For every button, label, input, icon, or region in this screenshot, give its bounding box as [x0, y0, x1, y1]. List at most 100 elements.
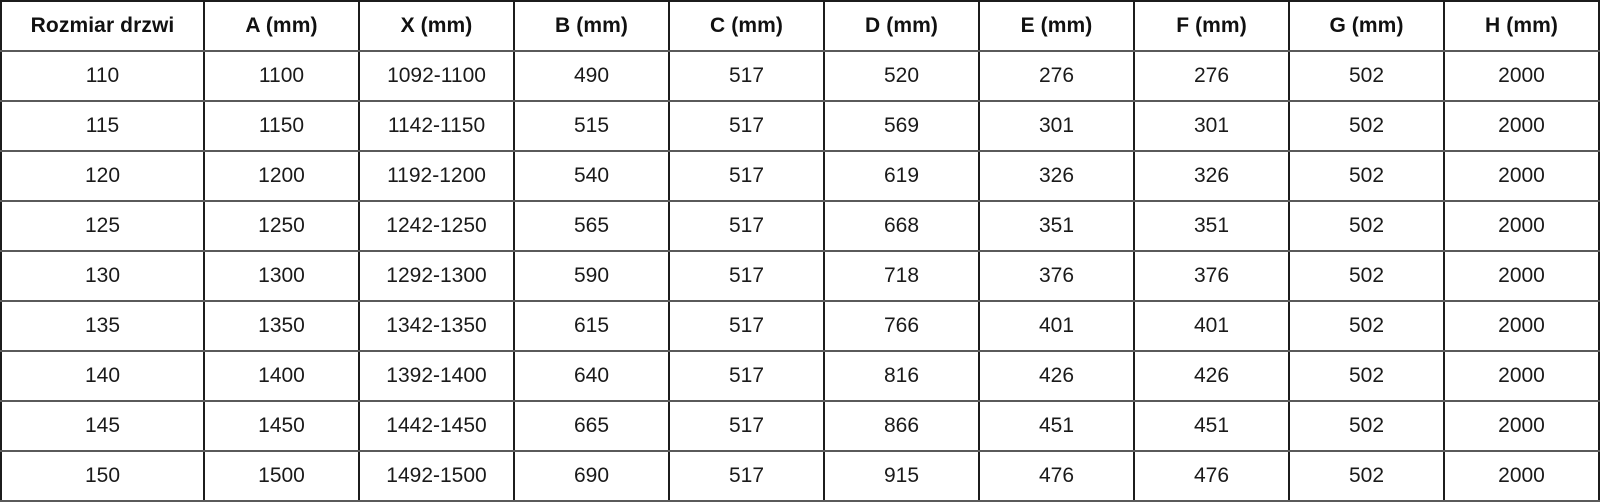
table-cell: 517 — [668, 200, 825, 252]
table-cell: 426 — [978, 350, 1135, 402]
table-cell: 1092-1100 — [358, 50, 515, 102]
table-cell: 517 — [668, 300, 825, 352]
table-cell: 619 — [823, 150, 980, 202]
table-cell: 376 — [1133, 250, 1290, 302]
table-cell: 476 — [978, 450, 1135, 502]
table-cell: 517 — [668, 400, 825, 452]
table-cell: 665 — [513, 400, 670, 452]
table-row: 135 1350 1342-1350 615 517 766 401 401 502 2000 — [0, 300, 1600, 352]
table-column-header: Rozmiar drzwi — [0, 0, 205, 52]
table-header: Rozmiar drzwi A (mm) X (mm) B (mm) C (mm) D (… — [0, 0, 1600, 52]
table-cell: 351 — [978, 200, 1135, 252]
table-cell: 1492-1500 — [358, 450, 515, 502]
table-column-header: H (mm) — [1443, 0, 1600, 52]
table-row: 130 1300 1292-1300 590 517 718 376 376 502 2000 — [0, 250, 1600, 302]
table-cell: 766 — [823, 300, 980, 352]
table-cell: 502 — [1288, 250, 1445, 302]
table-cell: 1292-1300 — [358, 250, 515, 302]
table-column-header: D (mm) — [823, 0, 980, 52]
table-cell: 590 — [513, 250, 670, 302]
table-cell: 301 — [978, 100, 1135, 152]
table-cell: 502 — [1288, 50, 1445, 102]
table-cell: 1300 — [203, 250, 360, 302]
table-cell: 502 — [1288, 200, 1445, 252]
table-row: 115 1150 1142-1150 515 517 569 301 301 502 2000 — [0, 100, 1600, 152]
table-cell: 517 — [668, 450, 825, 502]
table-cell: 615 — [513, 300, 670, 352]
table-column-header: X (mm) — [358, 0, 515, 52]
table-cell-door-size: 120 — [0, 150, 205, 202]
table-body: 110 1100 1092-1100 490 517 520 276 276 502 2000 11… — [0, 50, 1600, 502]
table-cell: 426 — [1133, 350, 1290, 402]
table-cell: 1150 — [203, 100, 360, 152]
table-row: 125 1250 1242-1250 565 517 668 351 351 502 2000 — [0, 200, 1600, 252]
table-cell: 2000 — [1443, 400, 1600, 452]
table-cell: 502 — [1288, 150, 1445, 202]
table-row: 140 1400 1392-1400 640 517 816 426 426 502 2000 — [0, 350, 1600, 402]
table-cell: 276 — [1133, 50, 1290, 102]
table-column-header: A (mm) — [203, 0, 360, 52]
table-column-header: G (mm) — [1288, 0, 1445, 52]
table-cell: 1450 — [203, 400, 360, 452]
table-cell: 326 — [1133, 150, 1290, 202]
table-row: 150 1500 1492-1500 690 517 915 476 476 502 2000 — [0, 450, 1600, 502]
table-cell: 1500 — [203, 450, 360, 502]
table-cell: 1200 — [203, 150, 360, 202]
table-cell: 668 — [823, 200, 980, 252]
table-cell: 866 — [823, 400, 980, 452]
table-column-header: F (mm) — [1133, 0, 1290, 52]
table-cell: 690 — [513, 450, 670, 502]
table-header-row: Rozmiar drzwi A (mm) X (mm) B (mm) C (mm) D (… — [0, 0, 1600, 52]
table-cell: 517 — [668, 250, 825, 302]
table-cell: 1192-1200 — [358, 150, 515, 202]
table-column-header: E (mm) — [978, 0, 1135, 52]
table-cell-door-size: 135 — [0, 300, 205, 352]
table-cell: 2000 — [1443, 200, 1600, 252]
table-cell: 401 — [1133, 300, 1290, 352]
table-cell: 816 — [823, 350, 980, 402]
table-cell: 718 — [823, 250, 980, 302]
table-row: 110 1100 1092-1100 490 517 520 276 276 502 2000 — [0, 50, 1600, 102]
table-column-header: B (mm) — [513, 0, 670, 52]
table-cell: 2000 — [1443, 100, 1600, 152]
table-cell: 476 — [1133, 450, 1290, 502]
table-cell: 517 — [668, 100, 825, 152]
table-cell: 502 — [1288, 300, 1445, 352]
table-cell: 1342-1350 — [358, 300, 515, 352]
table-cell: 915 — [823, 450, 980, 502]
table-cell: 517 — [668, 50, 825, 102]
table-cell: 517 — [668, 350, 825, 402]
table-cell: 565 — [513, 200, 670, 252]
table-cell: 1250 — [203, 200, 360, 252]
table-cell: 2000 — [1443, 150, 1600, 202]
table-cell-door-size: 110 — [0, 50, 205, 102]
table-cell-door-size: 130 — [0, 250, 205, 302]
table-cell: 2000 — [1443, 300, 1600, 352]
table-cell: 1392-1400 — [358, 350, 515, 402]
table-cell-door-size: 140 — [0, 350, 205, 402]
table-cell: 1442-1450 — [358, 400, 515, 452]
table-cell: 301 — [1133, 100, 1290, 152]
table-cell: 451 — [978, 400, 1135, 452]
table-cell-door-size: 125 — [0, 200, 205, 252]
table-cell: 1400 — [203, 350, 360, 402]
table-cell: 276 — [978, 50, 1135, 102]
table-cell: 502 — [1288, 400, 1445, 452]
table-row: 145 1450 1442-1450 665 517 866 451 451 502 2000 — [0, 400, 1600, 452]
table-cell: 520 — [823, 50, 980, 102]
table-cell: 640 — [513, 350, 670, 402]
table-cell: 502 — [1288, 100, 1445, 152]
table-cell: 326 — [978, 150, 1135, 202]
table-column-header: C (mm) — [668, 0, 825, 52]
table-cell-door-size: 150 — [0, 450, 205, 502]
table-cell: 451 — [1133, 400, 1290, 452]
table-cell: 502 — [1288, 450, 1445, 502]
table-cell: 1350 — [203, 300, 360, 352]
table-cell: 2000 — [1443, 250, 1600, 302]
table-cell: 351 — [1133, 200, 1290, 252]
table-cell: 515 — [513, 100, 670, 152]
table-cell: 401 — [978, 300, 1135, 352]
table-cell: 502 — [1288, 350, 1445, 402]
table-cell: 517 — [668, 150, 825, 202]
table-cell: 2000 — [1443, 450, 1600, 502]
